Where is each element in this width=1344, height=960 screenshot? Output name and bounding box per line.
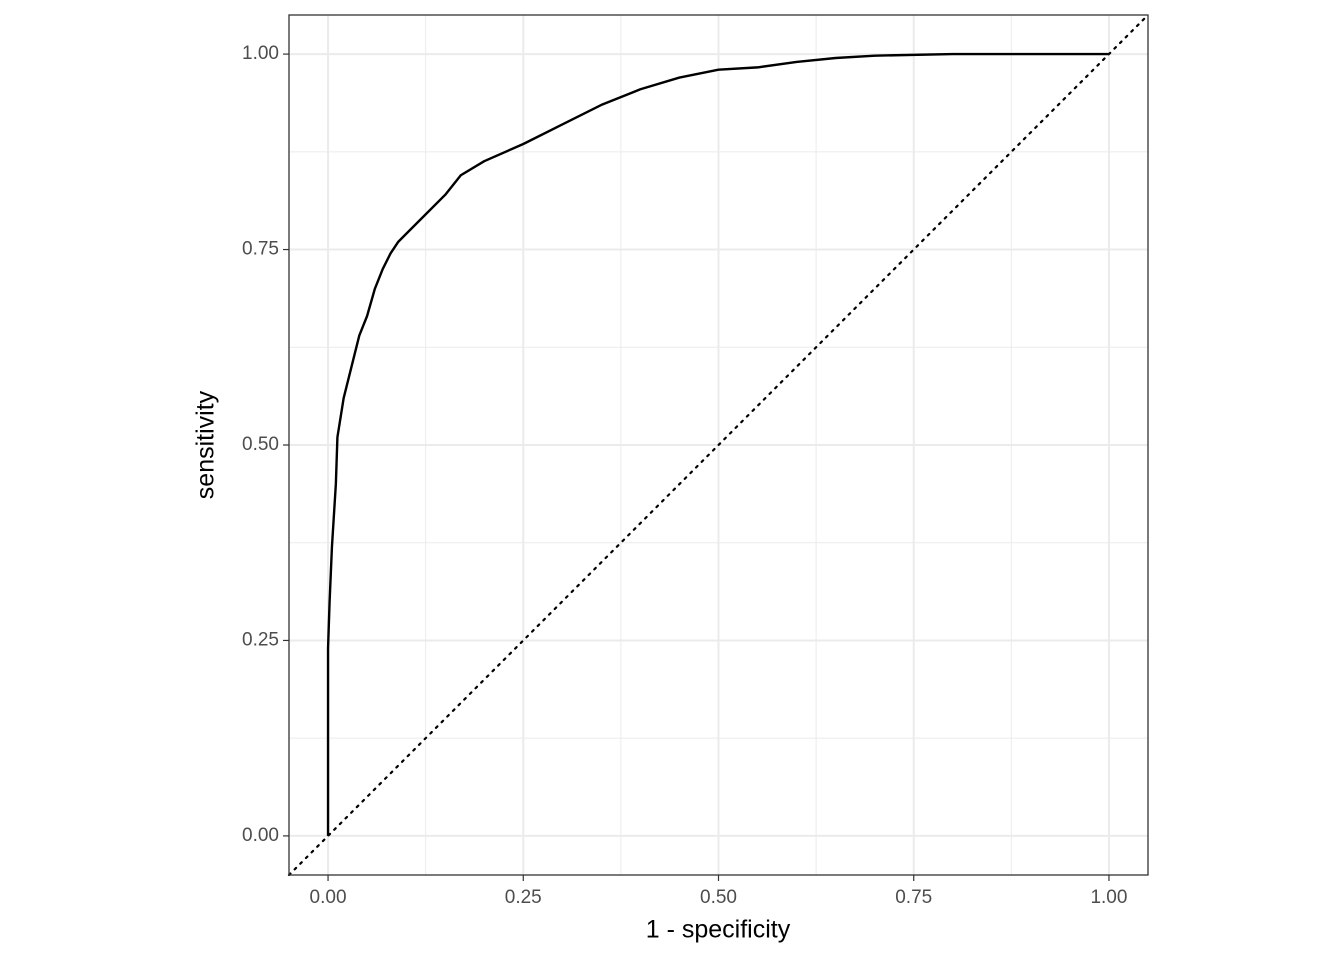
reference-diagonal — [287, 13, 1150, 877]
y-tick-label: 0.00 — [242, 825, 279, 846]
roc-curve — [326, 52, 1109, 836]
x-tick-label: 0.75 — [895, 887, 932, 908]
x-tick-label: 0.00 — [310, 887, 347, 908]
y-tick-label: 0.25 — [242, 629, 279, 650]
panel-border — [288, 14, 1149, 876]
x-tick-label: 1.00 — [1090, 887, 1127, 908]
x-tick-label: 0.25 — [505, 887, 542, 908]
x-tick-label: 0.50 — [700, 887, 737, 908]
y-tick-label: 0.75 — [242, 239, 279, 260]
y-axis-title: sensitivity — [192, 390, 220, 499]
y-tick-label: 1.00 — [242, 43, 279, 64]
y-tick-label: 0.50 — [242, 434, 279, 455]
x-axis-title: 1 - specificity — [646, 916, 791, 944]
